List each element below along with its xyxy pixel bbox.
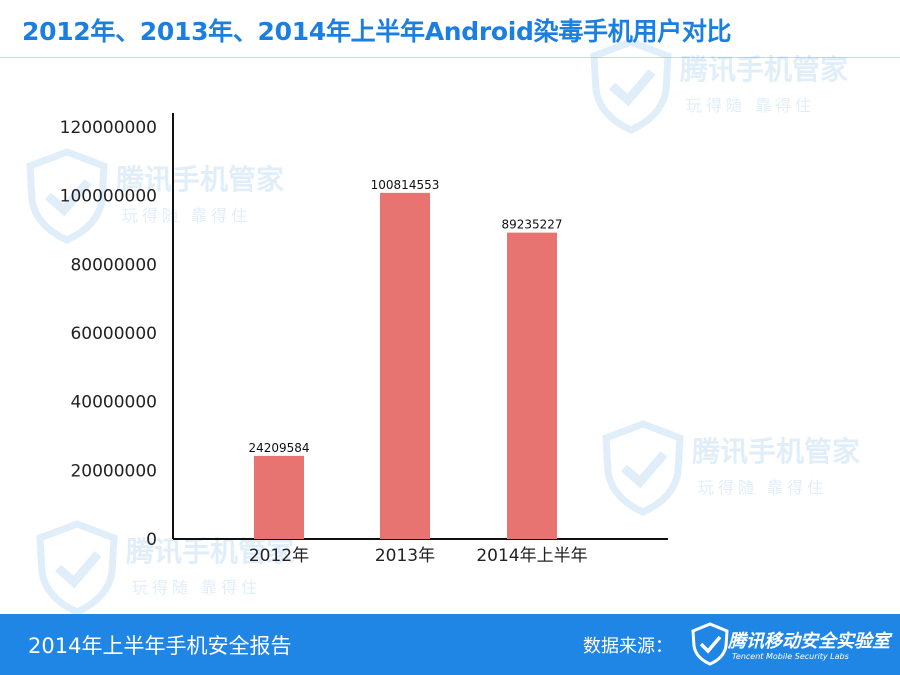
watermark-name: 腾讯手机管家 <box>126 535 295 568</box>
shield-icon <box>26 148 108 244</box>
watermark-name: 腾讯手机管家 <box>116 163 285 196</box>
bar-data-label: 100814553 <box>371 178 440 192</box>
x-tick-label: 2013年 <box>375 546 435 566</box>
footer-report-title: 2014年上半年手机安全报告 <box>28 634 292 658</box>
shield-icon <box>36 520 118 616</box>
y-tick-label: 80000000 <box>70 255 157 275</box>
watermark-slogan: 玩得随 靠得住 <box>132 578 262 597</box>
lab-logo-name: 腾讯移动安全实验室 <box>728 631 890 652</box>
shield-icon <box>590 38 672 134</box>
title-divider <box>0 57 900 58</box>
bars <box>254 192 557 539</box>
page-title: 2012年、2013年、2014年上半年Android染毒手机用户对比 <box>22 17 732 46</box>
y-tick-label: 40000000 <box>70 393 157 413</box>
lab-logo-icon <box>691 622 729 666</box>
y-tick-label: 20000000 <box>70 461 157 481</box>
watermark-slogan: 玩得随 靠得住 <box>686 96 816 115</box>
y-tick-label: 100000000 <box>60 187 157 207</box>
watermark-name: 腾讯手机管家 <box>680 53 849 86</box>
watermark-name: 腾讯手机管家 <box>692 435 861 468</box>
y-tick-label: 120000000 <box>60 118 157 138</box>
watermark: 腾讯手机管家 玩得随 靠得住 <box>600 420 870 520</box>
y-tick-label: 60000000 <box>70 324 157 344</box>
bar-data-label: 89235227 <box>501 218 562 232</box>
watermark: 腾讯手机管家 玩得随 靠得住 <box>588 38 858 138</box>
y-axis: 0 20000000 40000000 60000000 80000000 1000000… <box>60 113 174 550</box>
data-labels: 24209584 100814553 89235227 <box>248 178 562 455</box>
bar-data-label: 24209584 <box>248 441 309 455</box>
footer-bar: 2014年上半年手机安全报告 数据来源： 腾讯移动安全实验室 Tencent M… <box>0 614 900 675</box>
watermark-slogan: 玩得随 靠得住 <box>698 478 828 497</box>
x-tick-label: 2014年上半年 <box>476 546 587 566</box>
x-axis: 2012年 2013年 2014年上半年 <box>173 538 668 566</box>
watermark-slogan: 玩得随 靠得住 <box>122 206 252 225</box>
watermark: 腾讯手机管家 玩得随 靠得住 <box>34 520 304 620</box>
bar <box>507 232 557 539</box>
shield-icon <box>602 420 684 516</box>
lab-logo-subtitle: Tencent Mobile Security Labs <box>732 652 849 661</box>
bar-chart: 0 20000000 40000000 60000000 80000000 1000000… <box>60 113 668 566</box>
bar <box>380 192 430 539</box>
watermark: 腾讯手机管家 玩得随 靠得住 <box>24 148 294 248</box>
bar <box>254 455 304 539</box>
footer-source-label: 数据来源： <box>583 636 673 657</box>
x-tick-label: 2012年 <box>249 546 309 566</box>
y-tick-label: 0 <box>146 530 157 550</box>
